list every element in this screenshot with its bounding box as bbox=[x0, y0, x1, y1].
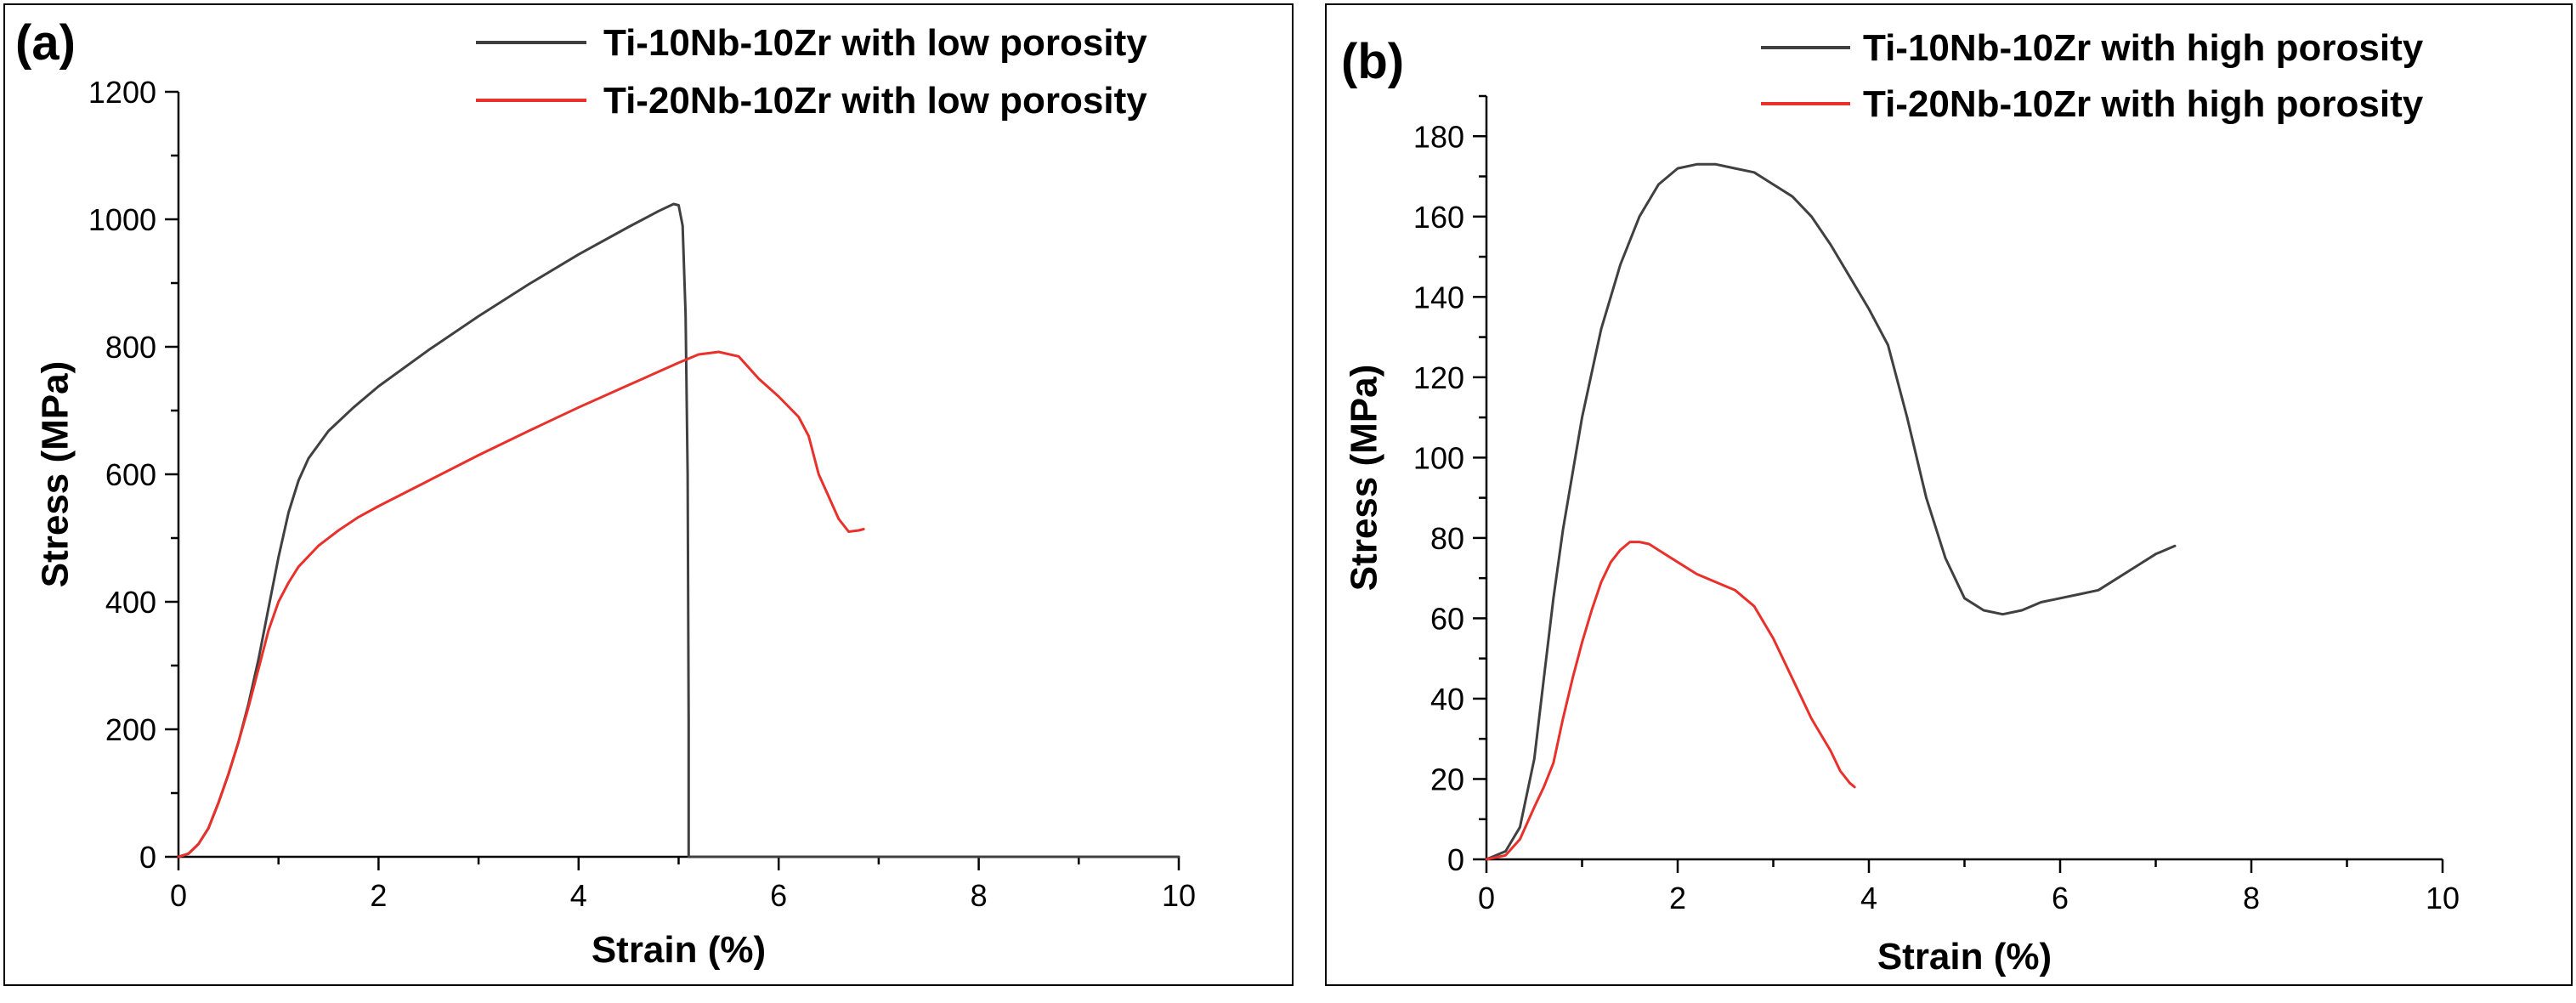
x-axis-label: Strain (%) bbox=[1877, 936, 2052, 978]
x-tick-label: 6 bbox=[770, 878, 787, 913]
x-tick-label: 10 bbox=[2426, 881, 2460, 915]
x-tick-label: 4 bbox=[570, 878, 587, 913]
x-tick-label: 2 bbox=[1669, 881, 1686, 915]
panel-label: (b) bbox=[1341, 34, 1404, 89]
y-axis-label: Stress (MPa) bbox=[35, 361, 76, 588]
series-line-1 bbox=[1485, 162, 2177, 861]
legend-entry-2: Ti-20Nb-10Zr with high porosity bbox=[1863, 83, 2424, 125]
y-tick-label: 400 bbox=[105, 585, 156, 620]
panel-a-frame bbox=[3, 3, 1294, 986]
series-line-1 bbox=[177, 202, 1180, 858]
y-tick-label: 40 bbox=[1430, 682, 1464, 717]
x-tick-label: 0 bbox=[170, 878, 187, 913]
x-tick-label: 6 bbox=[2052, 881, 2069, 915]
x-tick-label: 8 bbox=[2243, 881, 2260, 915]
y-tick-label: 140 bbox=[1413, 280, 1464, 314]
series-line-2 bbox=[177, 350, 865, 858]
x-tick-label: 8 bbox=[971, 878, 988, 913]
y-tick-label: 600 bbox=[105, 457, 156, 492]
y-tick-label: 100 bbox=[1413, 440, 1464, 475]
y-tick-label: 0 bbox=[139, 840, 156, 875]
y-tick-label: 80 bbox=[1430, 521, 1464, 556]
x-tick-label: 2 bbox=[370, 878, 387, 913]
x-tick-label: 0 bbox=[1478, 881, 1495, 915]
legend-entry-1: Ti-10Nb-10Zr with low porosity bbox=[603, 22, 1147, 64]
x-tick-label: 4 bbox=[1860, 881, 1877, 915]
legend-entry-2: Ti-20Nb-10Zr with low porosity bbox=[603, 80, 1147, 122]
x-tick-label: 10 bbox=[1162, 878, 1196, 913]
legend-entry-1: Ti-10Nb-10Zr with high porosity bbox=[1863, 27, 2424, 69]
y-tick-label: 160 bbox=[1413, 200, 1464, 235]
y-tick-label: 20 bbox=[1430, 762, 1464, 796]
series-line-2 bbox=[1485, 541, 1856, 861]
y-tick-label: 0 bbox=[1447, 842, 1464, 877]
y-tick-label: 800 bbox=[105, 330, 156, 365]
y-tick-label: 1200 bbox=[88, 75, 156, 110]
y-tick-label: 60 bbox=[1430, 601, 1464, 636]
y-tick-label: 120 bbox=[1413, 360, 1464, 395]
y-tick-label: 180 bbox=[1413, 119, 1464, 154]
y-tick-label: 200 bbox=[105, 712, 156, 747]
panel-label: (a) bbox=[15, 15, 76, 71]
y-axis-label: Stress (MPa) bbox=[1344, 365, 1385, 592]
y-tick-label: 1000 bbox=[88, 202, 156, 237]
panel-a: 0 2 4 6 8 10 0 200 400 600 800 1000 1200 Strain (%) St… bbox=[15, 15, 1196, 971]
x-axis-label: Strain (%) bbox=[592, 929, 766, 971]
panel-b-frame bbox=[1325, 3, 2573, 986]
